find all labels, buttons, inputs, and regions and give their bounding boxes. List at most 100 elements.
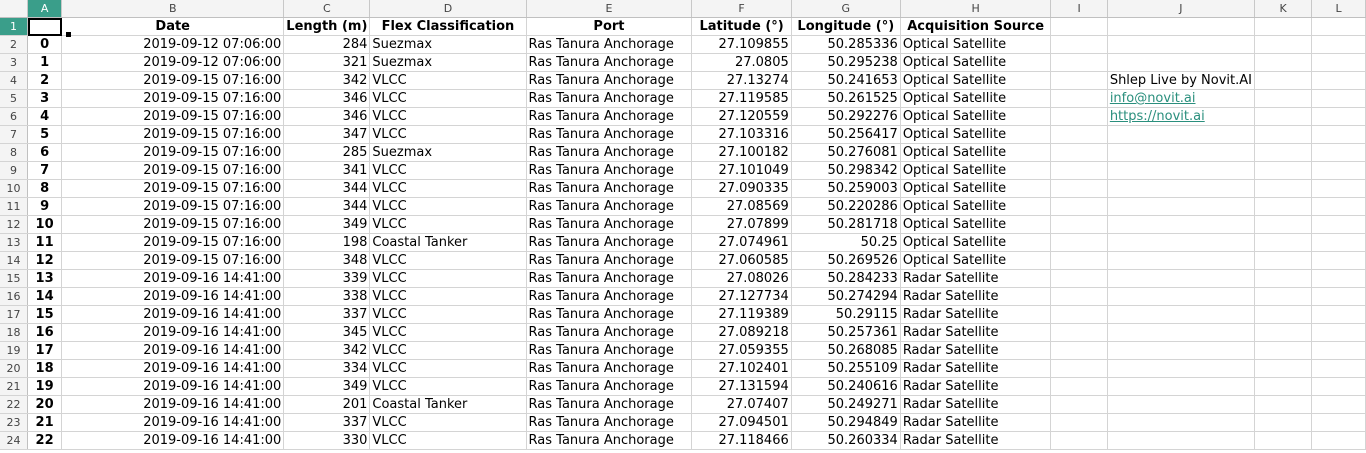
header-port[interactable]: Port [526, 17, 693, 36]
row-header[interactable]: 17 [0, 305, 29, 324]
header-latitude[interactable]: Latitude (°) [691, 17, 792, 36]
cell-date[interactable]: 2019-09-16 14:41:00 [61, 377, 285, 396]
empty-cell[interactable] [1050, 161, 1108, 180]
cell-date[interactable]: 2019-09-15 07:16:00 [61, 71, 285, 90]
cell-length[interactable]: 345 [283, 323, 371, 342]
cell-flex-classification[interactable]: VLCC [369, 71, 527, 90]
cell-port[interactable]: Ras Tanura Anchorage [526, 305, 693, 324]
cell-longitude[interactable]: 50.259003 [791, 179, 901, 198]
row-header[interactable]: 2 [0, 35, 29, 54]
cell-acquisition-source[interactable]: Radar Satellite [900, 341, 1052, 360]
empty-cell[interactable] [1254, 215, 1313, 234]
select-all-corner[interactable] [0, 0, 29, 18]
row-header[interactable]: 11 [0, 197, 29, 216]
cell-acquisition-source[interactable]: Radar Satellite [900, 287, 1052, 306]
cell-length[interactable]: 339 [283, 269, 371, 288]
cell-port[interactable]: Ras Tanura Anchorage [526, 215, 693, 234]
cell-date[interactable]: 2019-09-15 07:16:00 [61, 215, 285, 234]
cell-a1-selected[interactable] [27, 17, 63, 36]
cell-index[interactable]: 7 [27, 161, 63, 180]
cell-length[interactable]: 341 [283, 161, 371, 180]
cell-flex-classification[interactable]: VLCC [369, 341, 527, 360]
empty-cell[interactable] [1050, 35, 1108, 54]
cell-latitude[interactable]: 27.08569 [691, 197, 792, 216]
column-header-e[interactable]: E [526, 0, 693, 18]
cell-port[interactable]: Ras Tanura Anchorage [526, 395, 693, 414]
empty-cell[interactable] [1050, 287, 1108, 306]
cell-port[interactable]: Ras Tanura Anchorage [526, 359, 693, 378]
row-header[interactable]: 6 [0, 107, 29, 126]
empty-cell[interactable] [1254, 377, 1313, 396]
contact-link[interactable]: info@novit.ai [1109, 91, 1196, 106]
row-header[interactable]: 15 [0, 269, 29, 288]
cell-latitude[interactable]: 27.0805 [691, 53, 792, 72]
empty-cell[interactable] [1311, 305, 1366, 324]
column-header-i[interactable]: I [1050, 0, 1108, 18]
cell-longitude[interactable]: 50.269526 [791, 251, 901, 270]
empty-cell[interactable] [1311, 143, 1366, 162]
empty-cell[interactable] [1254, 305, 1313, 324]
empty-cell[interactable] [1311, 53, 1366, 72]
cell-longitude[interactable]: 50.298342 [791, 161, 901, 180]
cell-flex-classification[interactable]: VLCC [369, 125, 527, 144]
empty-cell[interactable] [1311, 197, 1366, 216]
empty-cell[interactable] [1050, 143, 1108, 162]
empty-cell[interactable] [1311, 233, 1366, 252]
cell-port[interactable]: Ras Tanura Anchorage [526, 197, 693, 216]
cell-acquisition-source[interactable]: Optical Satellite [900, 53, 1052, 72]
cell-side-note[interactable] [1107, 143, 1256, 162]
row-header[interactable]: 24 [0, 431, 29, 450]
cell-longitude[interactable]: 50.294849 [791, 413, 901, 432]
cell-side-note[interactable] [1107, 251, 1256, 270]
cell-date[interactable]: 2019-09-15 07:16:00 [61, 197, 285, 216]
cell-flex-classification[interactable]: Suezmax [369, 143, 527, 162]
cell-port[interactable]: Ras Tanura Anchorage [526, 269, 693, 288]
cell-latitude[interactable]: 27.089218 [691, 323, 792, 342]
cell-length[interactable]: 321 [283, 53, 371, 72]
empty-cell[interactable] [1254, 197, 1313, 216]
cell-port[interactable]: Ras Tanura Anchorage [526, 71, 693, 90]
cell-side-note[interactable] [1107, 53, 1256, 72]
column-header-c[interactable]: C [283, 0, 371, 18]
row-header[interactable]: 18 [0, 323, 29, 342]
cell-date[interactable]: 2019-09-16 14:41:00 [61, 287, 285, 306]
cell-side-note[interactable] [1107, 35, 1256, 54]
empty-cell[interactable] [1050, 179, 1108, 198]
cell-acquisition-source[interactable]: Radar Satellite [900, 323, 1052, 342]
cell-acquisition-source[interactable]: Optical Satellite [900, 107, 1052, 126]
cell-longitude[interactable]: 50.260334 [791, 431, 901, 450]
cell-port[interactable]: Ras Tanura Anchorage [526, 53, 693, 72]
cell-port[interactable]: Ras Tanura Anchorage [526, 89, 693, 108]
cell-length[interactable]: 330 [283, 431, 371, 450]
cell-port[interactable]: Ras Tanura Anchorage [526, 143, 693, 162]
cell-latitude[interactable]: 27.059355 [691, 341, 792, 360]
cell-latitude[interactable]: 27.08026 [691, 269, 792, 288]
cell-acquisition-source[interactable]: Optical Satellite [900, 233, 1052, 252]
cell-port[interactable]: Ras Tanura Anchorage [526, 161, 693, 180]
empty-cell[interactable] [1254, 269, 1313, 288]
cell-port[interactable]: Ras Tanura Anchorage [526, 377, 693, 396]
cell-longitude[interactable]: 50.255109 [791, 359, 901, 378]
cell-index[interactable]: 3 [27, 89, 63, 108]
cell-latitude[interactable]: 27.109855 [691, 35, 792, 54]
cell-port[interactable]: Ras Tanura Anchorage [526, 125, 693, 144]
row-header[interactable]: 8 [0, 143, 29, 162]
empty-cell[interactable] [1050, 269, 1108, 288]
column-header-k[interactable]: K [1254, 0, 1313, 18]
header-acquisition-source[interactable]: Acquisition Source [900, 17, 1052, 36]
row-header[interactable]: 7 [0, 125, 29, 144]
empty-cell[interactable] [1050, 125, 1108, 144]
header-date[interactable]: Date [61, 17, 285, 36]
cell-index[interactable]: 12 [27, 251, 63, 270]
cell-side-note[interactable] [1107, 233, 1256, 252]
cell-flex-classification[interactable]: VLCC [369, 269, 527, 288]
cell-side-note[interactable] [1107, 179, 1256, 198]
cell-side-note[interactable] [1107, 431, 1256, 450]
cell-length[interactable]: 346 [283, 107, 371, 126]
cell-side-note[interactable]: info@novit.ai [1107, 89, 1256, 108]
cell-date[interactable]: 2019-09-15 07:16:00 [61, 125, 285, 144]
cell-longitude[interactable]: 50.257361 [791, 323, 901, 342]
empty-cell[interactable] [1254, 89, 1313, 108]
column-header-f[interactable]: F [691, 0, 792, 18]
cell-index[interactable]: 15 [27, 305, 63, 324]
